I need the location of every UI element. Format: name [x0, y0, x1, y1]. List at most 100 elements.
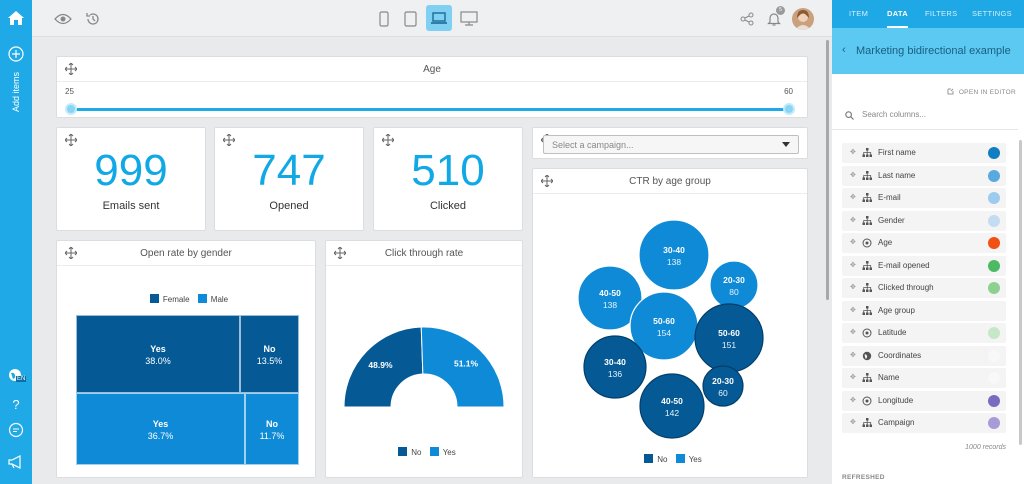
age-slider-min-handle[interactable]	[65, 103, 77, 115]
drag-handle-icon[interactable]: ✥	[850, 194, 856, 201]
age-slider-max-handle[interactable]	[783, 103, 795, 115]
kpi-value: 510	[411, 146, 485, 195]
ctr-age-legend: No Yes	[533, 454, 807, 464]
svg-text:151: 151	[722, 340, 736, 350]
add-items-label[interactable]: Add items	[11, 71, 21, 112]
help-icon[interactable]: ?	[12, 396, 20, 412]
bubble-no-50-60[interactable]: 50-60 151	[694, 303, 764, 373]
column-name: Clicked through	[878, 283, 934, 292]
share-icon[interactable]	[736, 8, 758, 30]
ctr-slice-no[interactable]	[343, 326, 424, 408]
move-handle-icon[interactable]	[65, 247, 77, 259]
column-list-scrollbar[interactable]	[1019, 140, 1022, 445]
desktop-view-icon[interactable]	[458, 8, 480, 30]
language-globe-icon[interactable]: EN	[6, 366, 27, 386]
ctr-slice-yes[interactable]	[420, 326, 505, 408]
age-slider-track[interactable]	[71, 108, 789, 111]
search-columns-input[interactable]: Search columns...	[842, 108, 1020, 122]
bubble-no-20-30[interactable]: 20-30 60	[702, 365, 744, 407]
column-color-swatch[interactable]	[988, 349, 1000, 362]
bubble-yes-30-40[interactable]: 30-40 138	[638, 219, 710, 291]
treemap-male-no[interactable]: No 11.7%	[245, 393, 299, 465]
home-icon[interactable]	[6, 8, 26, 28]
column-item-last-name[interactable]: ✥ Last name	[842, 165, 1006, 186]
campaign-select[interactable]: Select a campaign...	[543, 135, 799, 154]
campaign-filter-panel: Select a campaign...	[532, 127, 808, 159]
move-handle-icon[interactable]	[382, 134, 394, 146]
drag-handle-icon[interactable]: ✥	[850, 216, 856, 224]
back-chevron-icon[interactable]: ‹	[842, 44, 846, 56]
bubble-yes-40-50[interactable]: 40-50 138	[577, 265, 643, 331]
column-color-swatch[interactable]	[988, 394, 1000, 407]
notifications-bell-icon[interactable]: 5	[763, 6, 785, 30]
drag-handle-icon[interactable]: ✥	[850, 396, 856, 404]
tab-settings[interactable]: SETTINGS	[972, 9, 1012, 18]
column-color-swatch[interactable]	[988, 169, 1000, 182]
laptop-view-icon[interactable]	[426, 5, 452, 31]
column-item-longitude[interactable]: ✥ Longitude	[842, 390, 1006, 411]
chat-icon[interactable]	[6, 420, 26, 440]
drag-handle-icon[interactable]: ✥	[850, 284, 856, 291]
column-item-name[interactable]: ✥ Name	[842, 368, 1006, 388]
drag-handle-icon[interactable]: ✥	[850, 261, 856, 269]
drag-handle-icon[interactable]: ✥	[850, 351, 856, 359]
drag-handle-icon[interactable]: ✥	[850, 374, 856, 381]
column-name: Age group	[878, 305, 915, 315]
open-in-editor-link[interactable]: OPEN IN EDITOR	[947, 88, 1016, 96]
drag-handle-icon[interactable]: ✥	[850, 329, 856, 336]
column-item-campaign[interactable]: ✥ Campaign	[842, 413, 1006, 433]
column-item-e-mail[interactable]: ✥ E-mail	[842, 188, 1006, 208]
column-item-gender[interactable]: ✥ Gender	[842, 210, 1006, 231]
column-color-swatch[interactable]	[988, 282, 1000, 294]
add-items-icon[interactable]	[6, 44, 26, 64]
svg-text:20-30: 20-30	[723, 275, 745, 285]
column-color-swatch[interactable]	[988, 417, 1000, 429]
column-item-age[interactable]: ✥ Age	[842, 233, 1006, 253]
column-color-swatch[interactable]	[988, 372, 1000, 384]
column-item-clicked-through[interactable]: ✥ Clicked through	[842, 278, 1006, 298]
column-color-swatch[interactable]	[988, 304, 1000, 317]
drag-handle-icon[interactable]: ✥	[850, 419, 856, 426]
phone-view-icon[interactable]	[373, 8, 395, 30]
column-item-first-name[interactable]: ✥ First name	[842, 143, 1006, 163]
column-color-swatch[interactable]	[988, 214, 1000, 227]
legend-yes: Yes	[442, 448, 456, 457]
user-avatar[interactable]	[792, 8, 814, 30]
megaphone-icon[interactable]	[6, 452, 26, 472]
history-icon[interactable]	[82, 8, 104, 30]
move-handle-icon[interactable]	[65, 134, 77, 146]
drag-handle-icon[interactable]: ✥	[850, 171, 856, 179]
drag-handle-icon[interactable]: ✥	[850, 149, 856, 156]
bubble-yes-20-30[interactable]: 20-30 80	[709, 260, 759, 310]
column-color-swatch[interactable]	[988, 259, 1000, 272]
bubble-no-30-40[interactable]: 30-40 136	[583, 335, 647, 399]
column-color-swatch[interactable]	[988, 327, 1000, 339]
preview-eye-icon[interactable]	[52, 8, 74, 30]
column-item-coordinates[interactable]: ✥ Coordinates	[842, 345, 1006, 366]
move-handle-icon[interactable]	[334, 247, 346, 259]
svg-text:40-50: 40-50	[661, 396, 683, 406]
tab-data[interactable]: DATA	[887, 0, 908, 28]
column-item-e-mail-opened[interactable]: ✥ E-mail opened	[842, 255, 1006, 276]
column-color-swatch[interactable]	[988, 147, 1000, 159]
tab-filters[interactable]: FILTERS	[925, 9, 958, 18]
column-item-latitude[interactable]: ✥ Latitude	[842, 323, 1006, 343]
bubble-no-40-50[interactable]: 40-50 142	[639, 373, 705, 439]
column-color-swatch[interactable]	[988, 237, 1000, 249]
move-handle-icon[interactable]	[223, 134, 235, 146]
treemap-female-yes[interactable]: Yes 38.0%	[76, 315, 240, 393]
svg-text:138: 138	[603, 300, 617, 310]
move-handle-icon[interactable]	[65, 63, 77, 75]
canvas-scrollbar[interactable]	[826, 40, 829, 300]
column-item-age-group[interactable]: ✥ Age group	[842, 300, 1006, 321]
move-handle-icon[interactable]	[541, 175, 553, 187]
treemap-female-no[interactable]: No 13.5%	[240, 315, 299, 393]
bubble-chart: 30-40 138 40-50 138 20-30 80 50-60 154 50-60 151 3…	[577, 219, 764, 439]
tab-item[interactable]: ITEM	[849, 9, 869, 18]
dataset-title[interactable]: Marketing bidirectional example	[856, 45, 1011, 57]
treemap-male-yes[interactable]: Yes 36.7%	[76, 393, 245, 465]
column-color-swatch[interactable]	[988, 192, 1000, 204]
tablet-view-icon[interactable]	[399, 8, 421, 30]
drag-handle-icon[interactable]: ✥	[850, 239, 856, 246]
drag-handle-icon[interactable]: ✥	[850, 306, 856, 314]
